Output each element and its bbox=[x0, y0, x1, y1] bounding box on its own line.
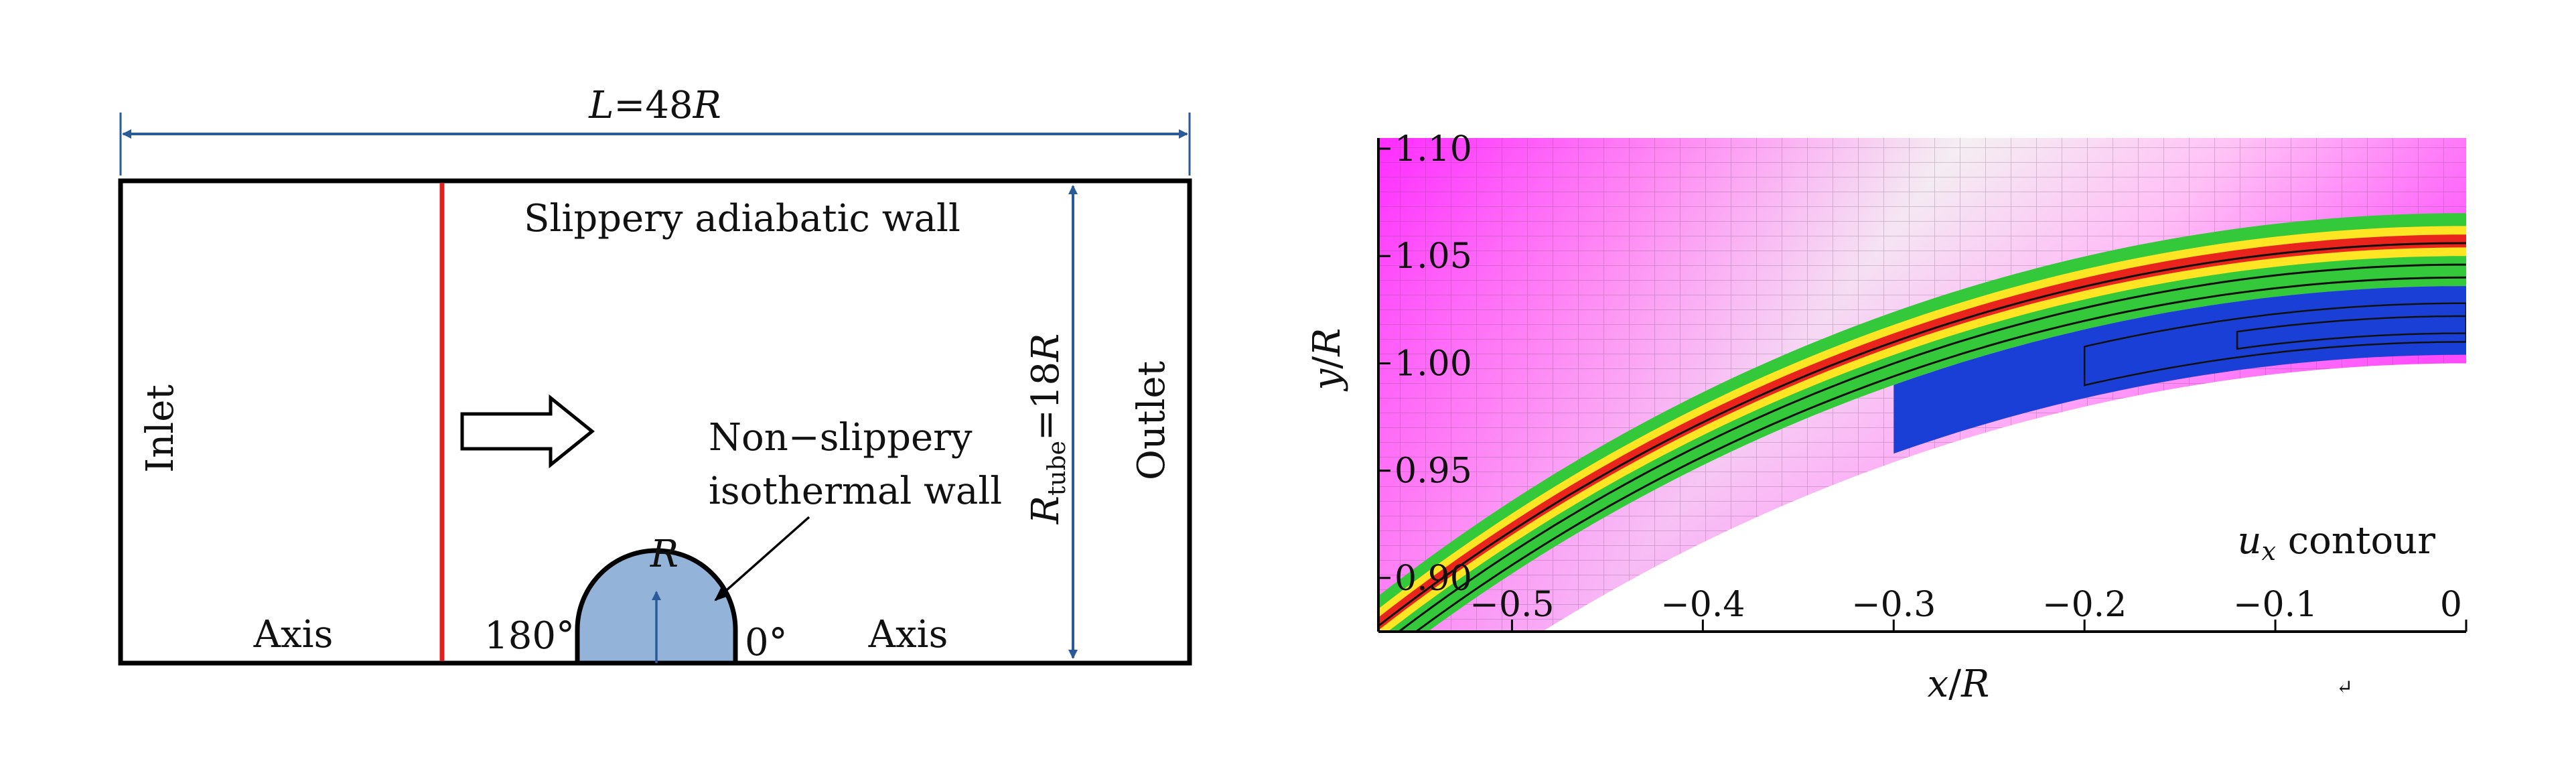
sphere-radius-label: R bbox=[650, 532, 678, 576]
x-tick-label: −0.1 bbox=[2233, 585, 2317, 625]
contour-line bbox=[1397, 263, 2466, 632]
y-tick-label: 1.10 bbox=[1394, 129, 1472, 169]
angle-180-label: 180° bbox=[484, 614, 575, 658]
inlet-label: Inlet bbox=[139, 384, 182, 473]
angle-0-label: 0° bbox=[745, 621, 788, 664]
x-tick-label: 0 bbox=[2440, 585, 2462, 625]
sphere-wall-label-line1: Non−slippery bbox=[709, 416, 973, 459]
recirculation-region-blue bbox=[1893, 286, 2466, 454]
contour-lines bbox=[1378, 242, 2466, 632]
sphere-wall-leader-arrow bbox=[714, 516, 810, 601]
domain-schematic: L=48R Slippery adiabatic wall Inlet Outl… bbox=[118, 84, 1192, 666]
contour-line bbox=[1414, 276, 2466, 632]
y-axis-title: y/R bbox=[1305, 328, 1349, 393]
x-tick-label: −0.4 bbox=[1660, 585, 1745, 625]
axis-label-left: Axis bbox=[253, 613, 334, 656]
x-axis-title: x/R bbox=[1928, 662, 1990, 706]
x-tick-label: −0.3 bbox=[1851, 585, 1936, 625]
x-tick-label: −0.5 bbox=[1470, 585, 1554, 625]
contour-field bbox=[1378, 138, 2466, 632]
axis-label-right: Axis bbox=[868, 613, 948, 656]
y-tick-label: 1.00 bbox=[1394, 344, 1472, 384]
length-label: L=48R bbox=[588, 84, 721, 127]
contour-line bbox=[1378, 242, 2466, 627]
wake-contour-loop bbox=[2236, 315, 2466, 350]
contour-legend: ux contour bbox=[2237, 519, 2435, 566]
flow-direction-arrow bbox=[460, 394, 595, 469]
outlet-label: Outlet bbox=[1130, 360, 1173, 480]
wake-contour-loop bbox=[2083, 302, 2466, 386]
ux-contour-plot: −0.5 −0.4 −0.3 −0.2 −0.1 0 0.90 0.95 1.00 1.05 1.… bbox=[1305, 129, 2467, 706]
top-wall-label: Slippery adiabatic wall bbox=[524, 197, 960, 240]
y-tick-label: 0.95 bbox=[1394, 451, 1472, 492]
y-axis-ticks: 0.90 0.95 1.00 1.05 1.10 bbox=[1378, 129, 1472, 599]
y-tick-label: 1.05 bbox=[1394, 236, 1472, 277]
tube-radius-label: Rtube=18R bbox=[1024, 334, 1071, 525]
y-tick-label: 0.90 bbox=[1394, 559, 1472, 599]
x-axis-ticks: −0.5 −0.4 −0.3 −0.2 −0.1 0 bbox=[1470, 585, 2467, 632]
paragraph-mark: ↵ bbox=[2336, 676, 2353, 699]
region-below-body bbox=[1378, 363, 2466, 632]
sphere-wall-label-line2: isothermal wall bbox=[709, 470, 1002, 513]
x-tick-label: −0.2 bbox=[2042, 585, 2127, 625]
